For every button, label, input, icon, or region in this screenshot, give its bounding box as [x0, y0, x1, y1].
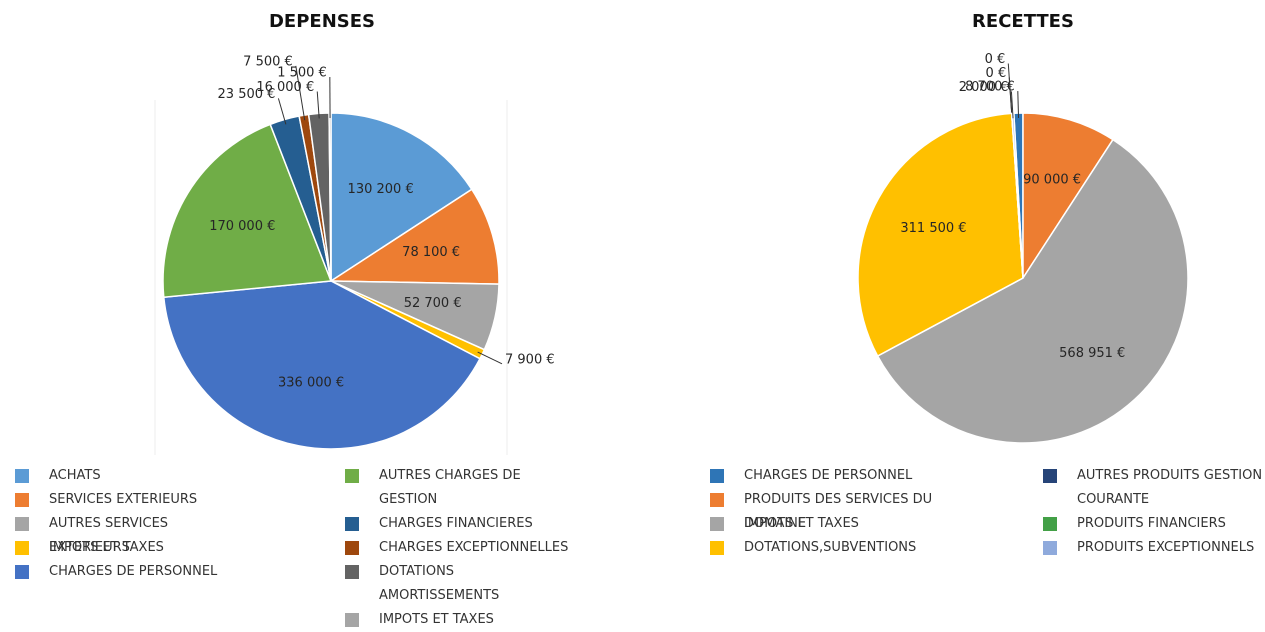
legend-swatch	[1043, 517, 1057, 531]
legend-item: AUTRES PRODUITS GESTION COURANTE	[1043, 464, 1265, 512]
legend-item: CHARGES DE PERSONNEL	[15, 560, 245, 584]
data-label: 52 700 €	[404, 296, 462, 311]
legend-swatch	[345, 469, 359, 483]
legend-swatch	[345, 613, 359, 627]
legend-swatch	[15, 541, 29, 555]
page: {"chart_data": [ {"type": "pie", "title"…	[0, 0, 1265, 582]
legend-swatch	[1043, 541, 1057, 555]
data-label: 130 200 €	[348, 182, 414, 197]
legend-swatch	[1043, 469, 1057, 483]
data-label: 311 500 €	[900, 221, 966, 236]
data-label: 170 000 €	[209, 219, 275, 234]
legend-swatch	[345, 565, 359, 579]
legend-label: IMPOTS ET TAXES	[49, 536, 245, 560]
data-label: 90 000 €	[1023, 172, 1081, 187]
legend-label: PRODUITS FINANCIERS	[1077, 512, 1265, 536]
legend-swatch	[345, 541, 359, 555]
legend-item: PRODUITS EXCEPTIONNELS	[1043, 536, 1265, 560]
data-label: 7 900 €	[505, 352, 555, 367]
legend-label: CHARGES EXCEPTIONNELLES	[379, 536, 575, 560]
legend-label: AUTRES CHARGES DE GESTION	[379, 464, 575, 512]
legend-swatch	[15, 469, 29, 483]
chart-title: DEPENSES	[269, 11, 375, 32]
legend-label: IMPOTS ET TAXES	[744, 512, 940, 536]
data-label: 16 000 €	[256, 80, 314, 95]
leader-line	[478, 352, 502, 364]
legend-swatch	[15, 493, 29, 507]
legend-label: ACHATS	[49, 464, 245, 488]
legend-item: IMPOTS ET TAXES	[710, 512, 940, 536]
legend-item: CHARGES EXCEPTIONNELLES	[345, 536, 575, 560]
chart-title: RECETTES	[972, 11, 1074, 32]
data-label: 78 100 €	[402, 245, 460, 260]
legend-swatch	[345, 517, 359, 531]
legend-label: DOTATIONS AMORTISSEMENTS	[379, 560, 575, 608]
data-label: 568 951 €	[1059, 346, 1125, 361]
legend-label: CHARGES DE PERSONNEL	[744, 464, 940, 488]
legend-item: PRODUITS FINANCIERS	[1043, 512, 1265, 536]
data-label: 336 000 €	[278, 376, 344, 391]
data-label: 0 €	[985, 52, 1006, 67]
legend-swatch	[710, 493, 724, 507]
legend-swatch	[15, 517, 29, 531]
legend-item: DOTATIONS AMORTISSEMENTS	[345, 560, 575, 608]
legend-label: PRODUITS EXCEPTIONNELS	[1077, 536, 1265, 560]
data-label: 0 €	[986, 66, 1007, 81]
legend-label: AUTRES PRODUITS GESTION COURANTE	[1077, 464, 1265, 512]
data-label: 1 500 €	[277, 66, 327, 81]
legend-item: SERVICES EXTERIEURS	[15, 488, 245, 512]
legend-item: CHARGES FINANCIERES	[345, 512, 575, 536]
data-label: 2 000 €	[959, 80, 1009, 95]
legend-item: IMPOTS ET TAXES	[15, 536, 245, 560]
legend-item: AUTRES CHARGES DE GESTION	[345, 464, 575, 512]
legend-item: IMPOTS ET TAXES	[345, 608, 575, 632]
legend-label: DOTATIONS,SUBVENTIONS	[744, 536, 940, 560]
legend-label: IMPOTS ET TAXES	[379, 608, 575, 632]
legend-label: CHARGES FINANCIERES	[379, 512, 575, 536]
legend-swatch	[710, 517, 724, 531]
legend-label: SERVICES EXTERIEURS	[49, 488, 245, 512]
legend-swatch	[15, 565, 29, 579]
legend-item: ACHATS	[15, 464, 245, 488]
legend-item: DOTATIONS,SUBVENTIONS	[710, 536, 940, 560]
legend-item: CHARGES DE PERSONNEL	[710, 464, 940, 488]
legend-label: CHARGES DE PERSONNEL	[49, 560, 245, 584]
legend-swatch	[710, 541, 724, 555]
legend-swatch	[710, 469, 724, 483]
